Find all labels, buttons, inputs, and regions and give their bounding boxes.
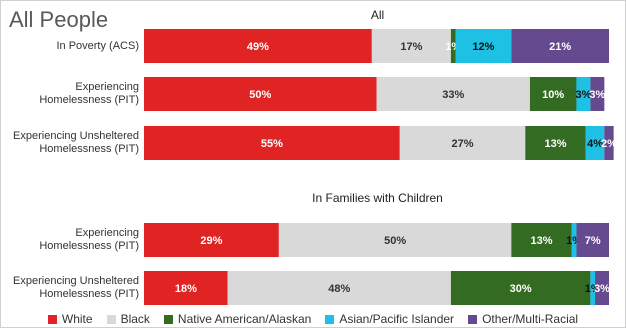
bar-segment	[227, 271, 451, 305]
bar-segment	[399, 126, 526, 160]
value-label: 55%	[261, 138, 283, 150]
bar-segment	[371, 29, 451, 63]
value-label: 12%	[472, 41, 494, 53]
legend-swatch	[468, 314, 478, 324]
chart-title: All People	[9, 7, 109, 32]
bar-segment	[278, 223, 512, 257]
value-label: 49%	[247, 41, 269, 53]
bar-segment	[576, 77, 591, 111]
value-label: 13%	[545, 138, 567, 150]
value-label: 30%	[510, 283, 532, 295]
category-label: In Poverty (ACS)	[56, 39, 139, 52]
legend-label: Black	[120, 312, 150, 326]
bar-segment	[450, 29, 456, 63]
legend-swatch	[106, 314, 116, 324]
value-label: 21%	[549, 41, 571, 53]
bar-segment	[455, 29, 512, 63]
panel-title: All	[370, 8, 385, 22]
legend-label: Other/Multi-Racial	[482, 312, 579, 326]
value-label: 33%	[442, 89, 464, 101]
bar-segment	[511, 29, 609, 63]
legend-label: Asian/Pacific Islander	[339, 312, 455, 326]
legend-item: White	[47, 312, 93, 326]
value-label: 3%	[589, 89, 605, 101]
value-label: 18%	[175, 283, 197, 295]
legend-item: Native American/Alaskan	[163, 312, 312, 326]
bar-segment	[144, 223, 279, 257]
value-label: 48%	[328, 283, 350, 295]
bar-segment	[144, 29, 372, 63]
bar-segment	[590, 271, 596, 305]
value-label: 3%	[575, 89, 591, 101]
value-label: 3%	[594, 283, 610, 295]
bar-segment	[585, 126, 605, 160]
bar-segment	[590, 77, 605, 111]
value-label: 27%	[452, 138, 474, 150]
legend-swatch	[47, 314, 57, 324]
bar-segment	[604, 126, 614, 160]
legend-item: Asian/Pacific Islander	[325, 312, 454, 326]
category-label: Experiencing Homelessness (PIT)	[39, 227, 139, 252]
panel-title: In Families with Children	[312, 191, 443, 205]
value-label: 17%	[400, 41, 422, 53]
legend-item: Other/Multi-Racial	[468, 312, 578, 326]
legend: White Black Native American/Alaskan Asian/P…	[1, 312, 625, 326]
value-label: 7%	[585, 235, 601, 247]
value-label: 50%	[249, 89, 271, 101]
category-label: Experiencing Unsheltered Homelessness (P…	[13, 275, 139, 300]
legend-label: White	[61, 312, 93, 326]
value-label: 13%	[531, 235, 553, 247]
bar-segment	[525, 126, 586, 160]
legend-swatch	[325, 314, 335, 324]
bar-segment	[376, 77, 530, 111]
bar-segment	[595, 271, 609, 305]
bar-segment	[144, 271, 228, 305]
legend-item: Black	[106, 312, 150, 326]
legend-label: Native American/Alaskan	[177, 312, 312, 326]
bar-segment	[571, 223, 577, 257]
bar-segment	[529, 77, 577, 111]
value-label: 10%	[542, 89, 564, 101]
bar-segment	[511, 223, 572, 257]
category-label: Experiencing Unsheltered Homelessness (P…	[13, 130, 139, 155]
value-label: 29%	[200, 235, 222, 247]
legend-swatch	[163, 314, 173, 324]
value-label: 50%	[384, 235, 406, 247]
bar-segment	[144, 126, 400, 160]
value-label: 4%	[587, 138, 603, 150]
value-label: 2%	[601, 138, 617, 150]
category-label: Experiencing Homelessness (PIT)	[39, 81, 139, 106]
bar-segment	[576, 223, 609, 257]
bar-segment	[450, 271, 591, 305]
bar-segment	[144, 77, 377, 111]
